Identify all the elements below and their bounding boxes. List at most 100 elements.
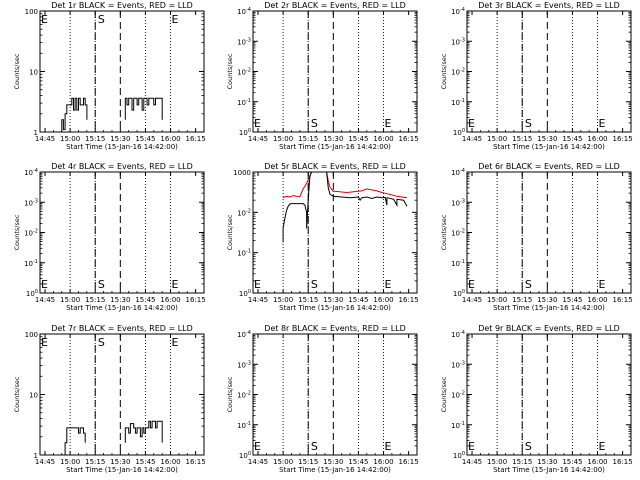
marker-label: E [599, 117, 606, 130]
x-tick-label: 15:45 [348, 296, 368, 304]
plot-frame [39, 333, 205, 456]
y-tick-label: 10-4 [451, 330, 465, 339]
marker-label: S [98, 278, 105, 291]
x-tick-label: 15:45 [348, 135, 368, 143]
marker-label: E [254, 278, 261, 291]
y-tick-label: 10-1 [451, 421, 465, 430]
y-tick-label: 10-1 [451, 259, 465, 268]
x-tick-label: 16:00 [587, 135, 607, 143]
y-tick-label: 10-2 [451, 391, 465, 400]
chart-title: Det 2r BLACK = Events, RED = LLD [264, 1, 406, 10]
y-tick-label: 100 [239, 289, 251, 298]
marker-label: E [41, 336, 48, 349]
x-axis-label: Start Time (15-Jan-16 14:42:00) [493, 466, 605, 474]
y-tick-label: 10-2 [451, 229, 465, 238]
y-tick-label: 100 [25, 8, 38, 16]
lld-series-line [282, 171, 313, 199]
x-axis-label: Start Time (15-Jan-16 14:42:00) [493, 143, 605, 151]
y-tick-label: 10-2 [237, 391, 251, 400]
x-tick-label: 14:45 [248, 296, 268, 304]
detector-panel: Det 9r BLACK = Events, RED = LLD E S E 14:45… [440, 324, 633, 474]
y-axis-label: Counts/sec [440, 376, 448, 412]
y-tick-label: 100 [453, 451, 465, 460]
x-tick-label: 15:00 [487, 296, 507, 304]
marker-label: S [311, 440, 318, 453]
y-tick-label: 10-1 [237, 421, 251, 430]
x-tick-label: 15:30 [110, 135, 130, 143]
y-tick-label: 10-1 [237, 249, 251, 258]
x-tick-label: 15:45 [135, 458, 155, 466]
y-tick-label: 10-2 [24, 229, 38, 238]
x-tick-label: 16:00 [587, 458, 607, 466]
events-series-line [124, 420, 163, 443]
y-axis-label: Counts/sec [13, 376, 21, 412]
y-tick-label: 100 [453, 128, 465, 137]
marker-label: E [385, 278, 392, 291]
y-tick-label: 10 [29, 392, 38, 400]
x-tick-label: 16:15 [399, 135, 419, 143]
y-axis-label: Counts/sec [440, 214, 448, 250]
x-tick-label: 15:30 [110, 296, 130, 304]
events-series-line [124, 97, 163, 120]
marker-label: S [311, 117, 318, 130]
y-axis-label: Counts/sec [440, 53, 448, 89]
chart-title: Det 7r BLACK = Events, RED = LLD [51, 324, 193, 333]
y-axis-label: Counts/sec [13, 53, 21, 89]
y-tick-label: 10-4 [451, 168, 465, 177]
y-tick-label: 1 [34, 452, 38, 460]
marker-label: E [599, 440, 606, 453]
plot-frame [466, 333, 632, 456]
x-tick-label: 14:45 [462, 458, 482, 466]
x-axis-label: Start Time (15-Jan-16 14:42:00) [279, 304, 391, 312]
x-tick-label: 15:15 [512, 135, 532, 143]
y-tick-label: 10-3 [451, 37, 465, 46]
y-tick-label: 10-3 [451, 360, 465, 369]
y-axis-label: Counts/sec [226, 214, 234, 250]
x-tick-label: 15:30 [110, 458, 130, 466]
y-tick-label: 10-1 [237, 98, 251, 107]
detector-panel: Det 5r BLACK = Events, RED = LLD E S E 14:45… [226, 162, 419, 312]
x-axis-label: Start Time (15-Jan-16 14:42:00) [493, 304, 605, 312]
x-tick-label: 16:15 [399, 296, 419, 304]
marker-label: E [172, 13, 179, 26]
y-tick-label: 10-4 [237, 330, 251, 339]
marker-label: E [172, 336, 179, 349]
y-axis-label: Counts/sec [13, 214, 21, 250]
marker-label: E [172, 278, 179, 291]
plot-frame [39, 171, 205, 294]
y-tick-label: 100 [25, 331, 38, 339]
y-tick-label: 100 [26, 289, 38, 298]
detector-panel: Det 6r BLACK = Events, RED = LLD E S E 14:45… [440, 162, 633, 312]
y-tick-label: 10-4 [451, 7, 465, 16]
x-axis-label: Start Time (15-Jan-16 14:42:00) [279, 143, 391, 151]
y-tick-label: 10-4 [24, 168, 38, 177]
chart-title: Det 6r BLACK = Events, RED = LLD [478, 162, 620, 171]
x-tick-label: 15:30 [537, 296, 557, 304]
x-tick-label: 15:45 [135, 135, 155, 143]
chart-title: Det 4r BLACK = Events, RED = LLD [51, 162, 193, 171]
x-tick-label: 16:00 [373, 458, 393, 466]
x-tick-label: 15:00 [60, 296, 80, 304]
x-tick-label: 15:45 [348, 458, 368, 466]
y-tick-label: 1000 [233, 169, 251, 177]
x-tick-label: 15:15 [512, 296, 532, 304]
x-tick-label: 15:45 [135, 296, 155, 304]
x-tick-label: 15:15 [85, 135, 105, 143]
y-tick-label: 100 [239, 128, 251, 137]
x-tick-label: 15:30 [323, 458, 343, 466]
events-series-line [61, 97, 88, 132]
x-tick-label: 15:45 [562, 296, 582, 304]
y-tick-label: 1 [34, 129, 38, 137]
marker-label: E [254, 117, 261, 130]
x-tick-label: 15:00 [273, 296, 293, 304]
x-tick-label: 16:00 [373, 135, 393, 143]
x-tick-label: 16:00 [160, 135, 180, 143]
marker-label: E [468, 117, 475, 130]
detector-panel: Det 4r BLACK = Events, RED = LLD E S E 14:45… [13, 162, 206, 312]
y-tick-label: 10-2 [237, 208, 251, 217]
x-tick-label: 15:15 [85, 296, 105, 304]
marker-label: E [468, 278, 475, 291]
x-tick-label: 15:45 [562, 458, 582, 466]
